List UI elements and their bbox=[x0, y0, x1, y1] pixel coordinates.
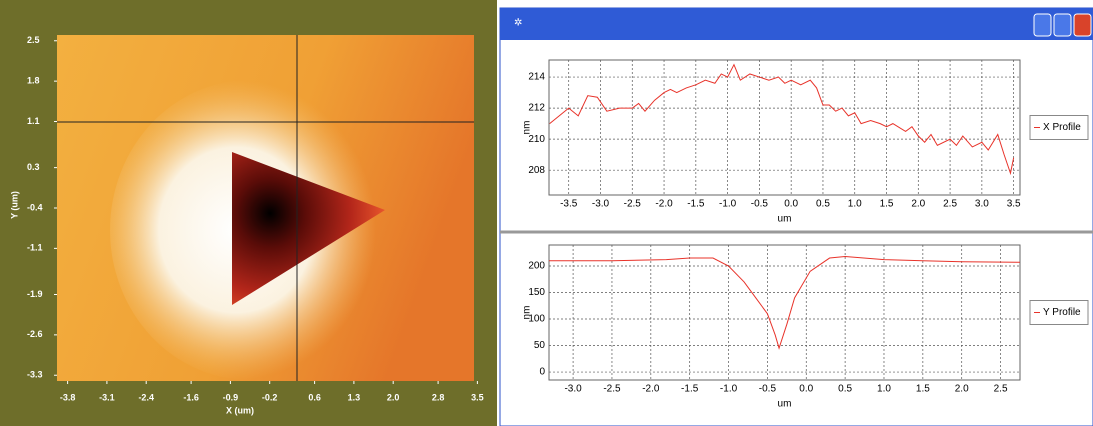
legend-label: X Profile bbox=[1043, 122, 1081, 133]
x-tick-label: -1.0 bbox=[720, 384, 738, 395]
x-tick-label: 2.5 bbox=[943, 199, 957, 210]
profile-line bbox=[549, 63, 1015, 176]
x-tick-label: 2.0 bbox=[387, 392, 400, 402]
y-tick-label: 2.5 bbox=[27, 35, 40, 45]
app-icon: ✲ bbox=[514, 18, 522, 29]
x-tick-label: -1.5 bbox=[687, 199, 705, 210]
legend-label: Y Profile bbox=[1043, 307, 1081, 318]
x-tick-label: 3.5 bbox=[1007, 199, 1021, 210]
x-tick-label: -3.5 bbox=[560, 199, 578, 210]
x-tick-label: -2.5 bbox=[624, 199, 642, 210]
title-bar bbox=[500, 8, 1093, 40]
y-axis-label: nm bbox=[522, 121, 533, 135]
x-tick-label: 0.0 bbox=[799, 384, 813, 395]
x-tick-label: -0.9 bbox=[223, 392, 239, 402]
x-tick-label: 1.3 bbox=[348, 392, 361, 402]
y-tick-label: 208 bbox=[528, 165, 545, 176]
profile-line bbox=[549, 255, 1021, 350]
x-tick-label: -0.5 bbox=[759, 384, 777, 395]
x-tick-label: 1.5 bbox=[880, 199, 894, 210]
minimize-button[interactable] bbox=[1033, 13, 1052, 37]
axis-labels: -3.8 -3.1 -2.4 -1.6 -0.9 -0.2 0.6 1.3 2.0 2.8 3.5 2… bbox=[9, 35, 483, 415]
x-tick-label: 1.0 bbox=[877, 384, 891, 395]
indent bbox=[232, 152, 385, 305]
x-tick-label: 2.5 bbox=[994, 384, 1008, 395]
x-tick-label: -3.8 bbox=[60, 392, 76, 402]
x-tick-label: 0.6 bbox=[308, 392, 321, 402]
x-tick-label: -1.5 bbox=[681, 384, 699, 395]
x-tick-label: -3.0 bbox=[592, 199, 610, 210]
y-tick-label: -1.9 bbox=[27, 289, 43, 299]
y-axis-label: Y (um) bbox=[9, 191, 19, 219]
x-tick-label: -3.1 bbox=[99, 392, 115, 402]
y-tick-label: 1.1 bbox=[27, 116, 40, 126]
y-tick-label: 0.3 bbox=[27, 162, 40, 172]
x-tick-label: -3.0 bbox=[564, 384, 582, 395]
plot-area bbox=[548, 244, 1021, 381]
x-tick-label: 1.5 bbox=[916, 384, 930, 395]
x-tick-label: 2.0 bbox=[955, 384, 969, 395]
close-button[interactable] bbox=[1073, 13, 1092, 37]
x-tick-label: -2.5 bbox=[603, 384, 621, 395]
y-tick-label: 100 bbox=[528, 314, 545, 325]
x-tick-label: -2.0 bbox=[642, 384, 660, 395]
x-tick-label: -0.5 bbox=[751, 199, 769, 210]
x-tick-label: 3.5 bbox=[471, 392, 484, 402]
plot-area bbox=[548, 59, 1021, 196]
x-tick-label: 1.0 bbox=[848, 199, 862, 210]
maximize-button[interactable] bbox=[1053, 13, 1072, 37]
y-tick-label: 212 bbox=[528, 103, 545, 114]
y-tick-label: -2.6 bbox=[27, 329, 43, 339]
x-axis-label: um bbox=[778, 214, 792, 225]
y-tick-label: -1.1 bbox=[27, 243, 43, 253]
x-axis-label: um bbox=[778, 399, 792, 410]
x-tick-label: -1.6 bbox=[183, 392, 199, 402]
y-axis-label: nm bbox=[522, 306, 533, 320]
y-tick-label: -3.3 bbox=[27, 370, 43, 380]
x-tick-label: 3.0 bbox=[975, 199, 989, 210]
x-tick-label: 0.0 bbox=[784, 199, 798, 210]
x-tick-label: 2.0 bbox=[911, 199, 925, 210]
x-tick-label: -1.0 bbox=[719, 199, 737, 210]
x-axis-label: X (um) bbox=[226, 405, 254, 415]
y-tick-label: 210 bbox=[528, 134, 545, 145]
x-tick-label: -0.2 bbox=[262, 392, 278, 402]
y-tick-label: -0.4 bbox=[27, 202, 43, 212]
y-tick-label: 150 bbox=[528, 287, 545, 298]
y-tick-label: 214 bbox=[528, 72, 545, 83]
x-tick-label: 0.5 bbox=[838, 384, 852, 395]
x-tick-label: -2.4 bbox=[138, 392, 154, 402]
y-tick-label: 1.8 bbox=[27, 76, 40, 86]
y-tick-label: 0 bbox=[539, 367, 545, 378]
x-tick-label: 2.8 bbox=[432, 392, 445, 402]
y-tick-label: 200 bbox=[528, 261, 545, 272]
x-tick-label: -2.0 bbox=[655, 199, 673, 210]
x-tick-label: 0.5 bbox=[816, 199, 830, 210]
y-tick-label: 50 bbox=[534, 340, 546, 351]
